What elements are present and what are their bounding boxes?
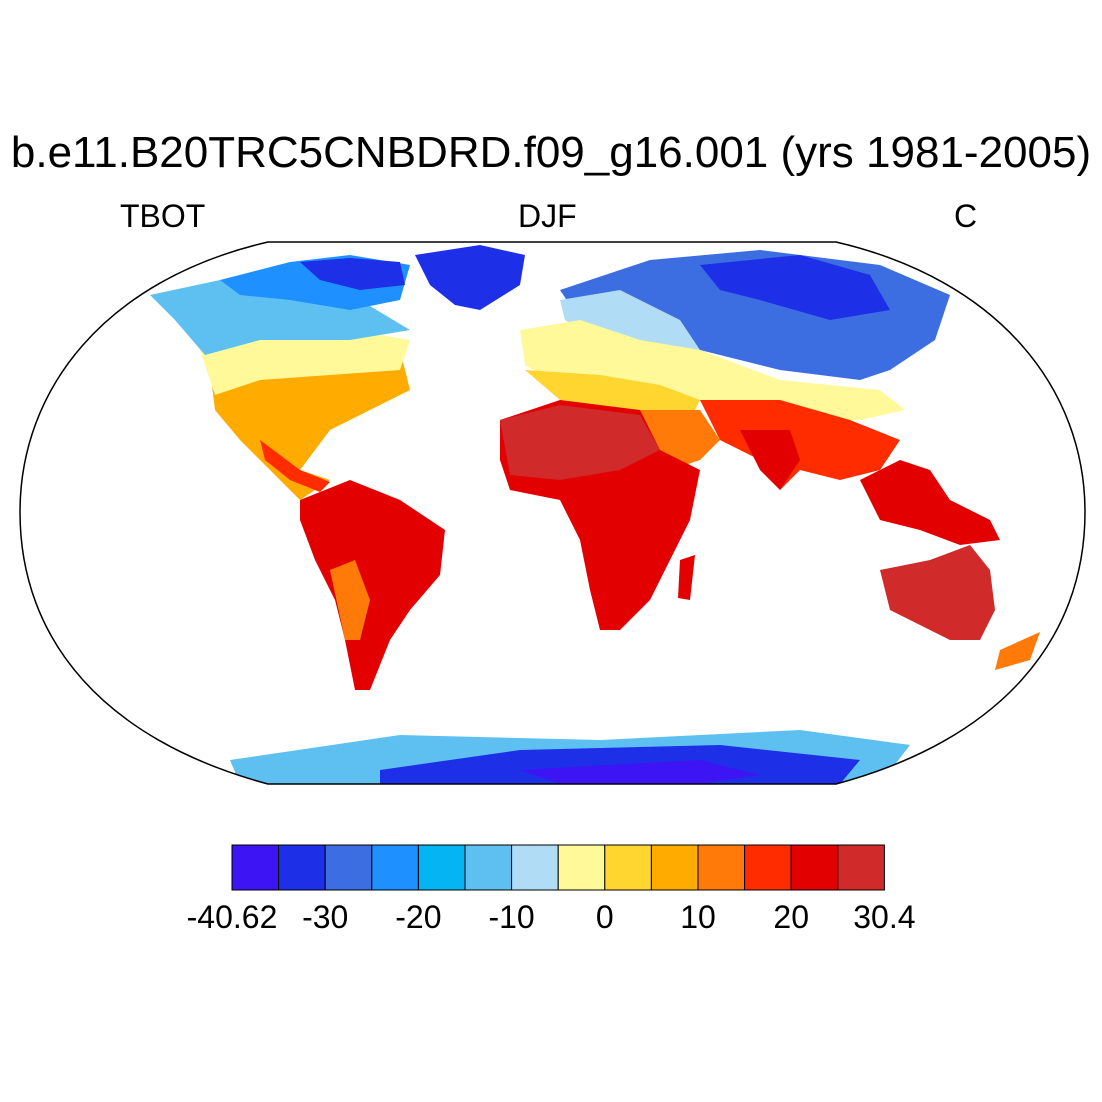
map-title: b.e11.B20TRC5CNBDRD.f09_g16.001 (yrs 198… bbox=[10, 128, 1092, 177]
colorbar-swatch bbox=[697, 844, 746, 891]
colorbar-swatch bbox=[744, 844, 792, 891]
colorbar-tick-label: 0 bbox=[596, 899, 614, 935]
colorbar-tick-label: -20 bbox=[395, 899, 441, 935]
colorbar-swatch bbox=[417, 844, 466, 891]
colorbar-swatch bbox=[231, 844, 280, 891]
colorbar-tick-label: 30.4 bbox=[853, 899, 915, 935]
south-america bbox=[300, 480, 445, 690]
colorbar-tick-label: -10 bbox=[488, 899, 534, 935]
colorbar-swatch bbox=[650, 844, 699, 891]
india bbox=[740, 430, 800, 490]
north-america-cool bbox=[150, 270, 410, 355]
colorbar-tick-label: -30 bbox=[302, 899, 348, 935]
colorbar-swatch bbox=[324, 844, 373, 891]
madagascar bbox=[678, 555, 695, 600]
south-asia bbox=[700, 400, 900, 490]
north-america-temperate bbox=[200, 330, 410, 395]
arctic-archipelago bbox=[300, 258, 405, 290]
europe-mild bbox=[520, 320, 905, 420]
colorbar-swatch bbox=[790, 844, 839, 891]
andes bbox=[330, 560, 370, 640]
indonesia bbox=[860, 460, 1000, 545]
siberia-very-cold bbox=[700, 255, 890, 320]
colorbar-swatch bbox=[464, 844, 513, 891]
colorbar-swatch bbox=[371, 844, 419, 891]
colorbar-swatch bbox=[557, 844, 606, 891]
colorbar-swatch bbox=[837, 844, 885, 891]
colorbar-tick-label: 10 bbox=[680, 899, 716, 935]
colorbar-tick-label: 20 bbox=[773, 899, 809, 935]
central-america bbox=[260, 440, 330, 492]
variable-label: TBOT bbox=[120, 198, 206, 234]
greenland bbox=[415, 245, 525, 310]
colorbar-swatch bbox=[511, 844, 559, 891]
colorbar-swatch bbox=[604, 844, 652, 891]
globe-outline bbox=[19, 241, 1086, 785]
antarctic-plateau bbox=[520, 760, 760, 784]
sahara bbox=[500, 405, 660, 480]
new-zealand bbox=[995, 632, 1040, 670]
season-label: DJF bbox=[518, 198, 577, 234]
units-label: C bbox=[954, 198, 978, 234]
mediterranean bbox=[525, 370, 700, 420]
colorbar-swatch bbox=[278, 844, 326, 891]
north-america-warm bbox=[210, 350, 410, 500]
colorbar-tick-label: -40.62 bbox=[187, 899, 278, 935]
australia bbox=[880, 545, 995, 640]
